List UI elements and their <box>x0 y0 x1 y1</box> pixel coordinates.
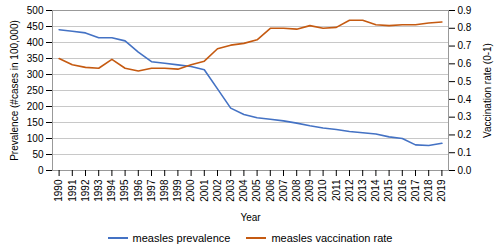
svg-text:0.9: 0.9 <box>458 5 472 16</box>
svg-text:Vaccination rate (0-1): Vaccination rate (0-1) <box>482 43 493 138</box>
svg-text:0.7: 0.7 <box>458 40 472 51</box>
svg-text:2017: 2017 <box>410 179 421 202</box>
svg-text:2016: 2016 <box>397 179 408 202</box>
svg-text:2003: 2003 <box>225 179 236 202</box>
svg-text:1992: 1992 <box>80 179 91 202</box>
svg-text:0.5: 0.5 <box>458 76 472 87</box>
svg-text:0.6: 0.6 <box>458 58 472 69</box>
svg-text:0.3: 0.3 <box>458 111 472 122</box>
svg-text:2006: 2006 <box>265 179 276 202</box>
svg-text:0.8: 0.8 <box>458 22 472 33</box>
svg-text:150: 150 <box>27 117 44 128</box>
svg-text:2009: 2009 <box>304 179 315 202</box>
svg-text:Year: Year <box>240 212 261 223</box>
svg-text:1990: 1990 <box>53 179 64 202</box>
svg-text:200: 200 <box>27 101 44 112</box>
svg-text:1998: 1998 <box>159 179 170 202</box>
svg-text:250: 250 <box>27 85 44 96</box>
svg-text:0.2: 0.2 <box>458 129 472 140</box>
svg-text:2005: 2005 <box>251 179 262 202</box>
svg-text:0.1: 0.1 <box>458 147 472 158</box>
svg-text:Prevalence (#cases in 100,000): Prevalence (#cases in 100,000) <box>9 20 20 161</box>
svg-text:2004: 2004 <box>238 179 249 202</box>
svg-text:2007: 2007 <box>278 179 289 202</box>
svg-text:2010: 2010 <box>317 179 328 202</box>
svg-text:400: 400 <box>27 37 44 48</box>
svg-text:1995: 1995 <box>119 179 130 202</box>
svg-text:1999: 1999 <box>172 179 183 202</box>
svg-text:2018: 2018 <box>423 179 434 202</box>
svg-text:50: 50 <box>32 149 44 160</box>
svg-text:2015: 2015 <box>383 179 394 202</box>
svg-text:2000: 2000 <box>185 179 196 202</box>
svg-text:2002: 2002 <box>212 179 223 202</box>
svg-text:0.4: 0.4 <box>458 94 472 105</box>
svg-text:350: 350 <box>27 53 44 64</box>
svg-text:100: 100 <box>27 133 44 144</box>
svg-text:2008: 2008 <box>291 179 302 202</box>
svg-text:1997: 1997 <box>146 179 157 202</box>
svg-text:0: 0 <box>38 165 44 176</box>
svg-text:0.0: 0.0 <box>458 165 472 176</box>
svg-text:500: 500 <box>27 5 44 16</box>
html-text:measles prevalence: measles prevalence <box>132 232 231 244</box>
svg-text:2001: 2001 <box>199 179 210 202</box>
svg-text:2019: 2019 <box>436 179 447 202</box>
svg-text:1996: 1996 <box>133 179 144 202</box>
svg-text:2013: 2013 <box>357 179 368 202</box>
svg-text:300: 300 <box>27 69 44 80</box>
svg-text:1994: 1994 <box>106 179 117 202</box>
html-text:measles vaccination rate: measles vaccination rate <box>271 232 393 244</box>
svg-text:450: 450 <box>27 21 44 32</box>
svg-text:2012: 2012 <box>344 179 355 202</box>
svg-text:2011: 2011 <box>331 179 342 201</box>
svg-text:2014: 2014 <box>370 179 381 202</box>
svg-text:1993: 1993 <box>93 179 104 202</box>
svg-text:1991: 1991 <box>67 179 78 202</box>
